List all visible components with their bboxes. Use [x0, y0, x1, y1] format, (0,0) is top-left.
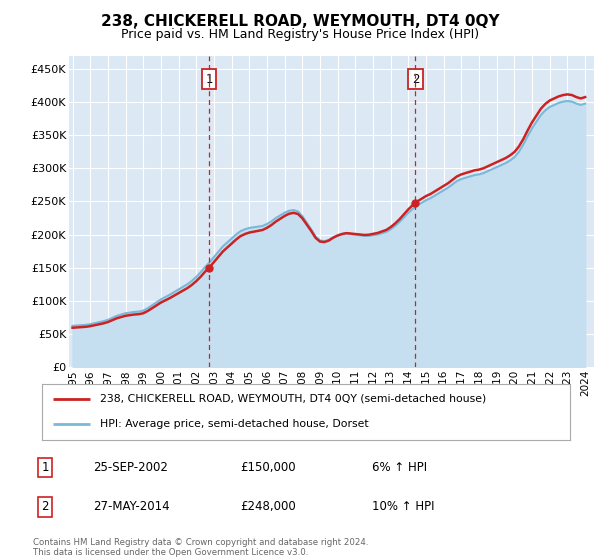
Text: 238, CHICKERELL ROAD, WEYMOUTH, DT4 0QY (semi-detached house): 238, CHICKERELL ROAD, WEYMOUTH, DT4 0QY …: [100, 394, 487, 404]
Text: HPI: Average price, semi-detached house, Dorset: HPI: Average price, semi-detached house,…: [100, 419, 369, 430]
Text: 2: 2: [412, 73, 419, 86]
Text: Contains HM Land Registry data © Crown copyright and database right 2024.
This d: Contains HM Land Registry data © Crown c…: [33, 538, 368, 557]
Text: £150,000: £150,000: [240, 461, 296, 474]
Text: £248,000: £248,000: [240, 500, 296, 514]
Text: Price paid vs. HM Land Registry's House Price Index (HPI): Price paid vs. HM Land Registry's House …: [121, 28, 479, 41]
Text: 238, CHICKERELL ROAD, WEYMOUTH, DT4 0QY: 238, CHICKERELL ROAD, WEYMOUTH, DT4 0QY: [101, 14, 499, 29]
Text: 6% ↑ HPI: 6% ↑ HPI: [372, 461, 427, 474]
Text: 1: 1: [205, 73, 213, 86]
Text: 27-MAY-2014: 27-MAY-2014: [93, 500, 170, 514]
Text: 10% ↑ HPI: 10% ↑ HPI: [372, 500, 434, 514]
Text: 2: 2: [41, 500, 49, 514]
Text: 1: 1: [41, 461, 49, 474]
Text: 25-SEP-2002: 25-SEP-2002: [93, 461, 168, 474]
